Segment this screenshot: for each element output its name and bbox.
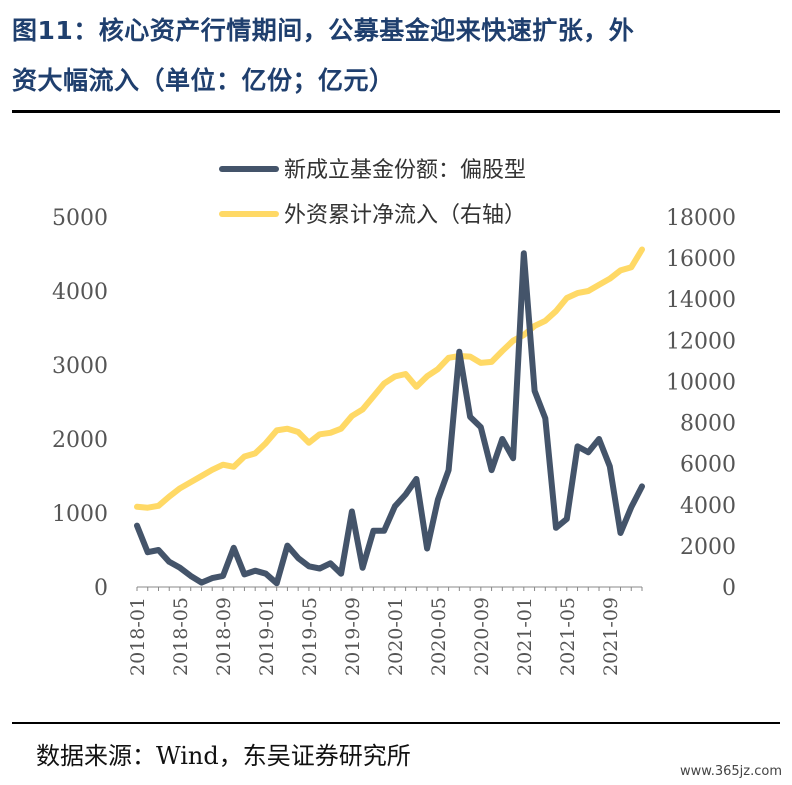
series-line-foreign <box>134 246 645 511</box>
y-right-tick-label: 14000 <box>666 288 736 313</box>
y-left-tick-label: 2000 <box>52 428 108 453</box>
series-layer <box>134 246 645 587</box>
y-right-tick-label: 10000 <box>666 370 736 395</box>
watermark: www.365jz.com <box>680 764 782 779</box>
chart-title: 图11：核心资产行情期间，公募基金迎来快速扩张，外 资大幅流入（单位：亿份；亿元… <box>12 6 782 106</box>
chart-title-line-1: 图11：核心资产行情期间，公募基金迎来快速扩张，外 <box>12 16 635 45</box>
y-right-tick-label: 8000 <box>680 412 736 437</box>
y-left-tick-label: 1000 <box>52 502 108 527</box>
y-right-tick-label: 6000 <box>680 453 736 478</box>
source-note: 数据来源：Wind，东吴证券研究所 <box>36 742 411 770</box>
y-left-tick-label: 3000 <box>52 354 108 379</box>
x-tick-label: 2020-01 <box>385 597 407 676</box>
y-left-tick-label: 4000 <box>52 280 108 305</box>
x-tick-label: 2019-09 <box>342 597 364 676</box>
y-left-tick-label: 5000 <box>52 206 108 231</box>
legend-label-fund: 新成立基金份额：偏股型 <box>284 158 526 183</box>
y-right-tick-label: 12000 <box>666 329 736 354</box>
axes: 0 1000 2000 3000 4000 5000 0 2000 4000 6000 8000 10… <box>52 206 736 676</box>
x-tick-label: 2021-01 <box>514 597 536 676</box>
x-tick-label: 2021-05 <box>557 597 579 676</box>
y-left-tick-label: 0 <box>94 576 108 601</box>
legend: 新成立基金份额：偏股型 外资累计净流入（右轴） <box>219 158 526 228</box>
bottom-rule <box>12 722 780 724</box>
y-right-tick-label: 18000 <box>666 206 736 231</box>
x-tick-label: 2018-09 <box>213 597 235 676</box>
x-tick-label: 2019-05 <box>299 597 321 676</box>
x-tick-label: 2021-09 <box>600 597 622 676</box>
y-right-tick-label: 4000 <box>680 494 736 519</box>
x-tick-label: 2020-05 <box>428 597 450 676</box>
series-line-fund <box>134 250 645 587</box>
top-rule <box>12 110 780 113</box>
y-right-tick-label: 2000 <box>680 535 736 560</box>
y-right-tick-label: 16000 <box>666 247 736 272</box>
x-tick-label: 2019-01 <box>256 597 278 676</box>
x-tick-label: 2020-09 <box>471 597 493 676</box>
x-tick-label: 2018-05 <box>170 597 192 676</box>
y-right-tick-label: 0 <box>722 576 736 601</box>
chart-title-line-2: 资大幅流入（单位：亿份；亿元） <box>12 66 395 95</box>
x-tick-label: 2018-01 <box>127 597 149 676</box>
legend-label-foreign: 外资累计净流入（右轴） <box>284 203 526 228</box>
